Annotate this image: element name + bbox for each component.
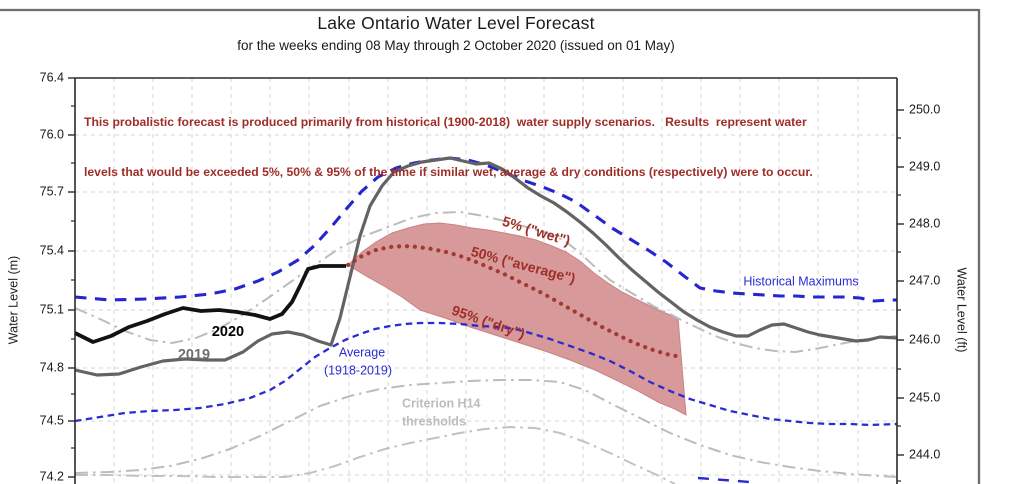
page-subtitle: for the weeks ending 08 May through 2 Oc… — [237, 38, 675, 53]
disclaimer-line-1: This probalistic forecast is produced pr… — [84, 115, 807, 129]
forecast-disclaimer: This probalistic forecast is produced pr… — [84, 81, 899, 213]
disclaimer-line-2: levels that would be exceeded 5%, 50% & … — [84, 164, 813, 179]
label-average-line2: (1918-2019) — [324, 363, 392, 377]
left-axis-tick-label: 75.4 — [40, 243, 64, 257]
label-average-line1: Average — [339, 345, 385, 359]
right-axis-tick-label: 247.0 — [909, 273, 940, 287]
left-axis-tick-label: 75.1 — [40, 302, 64, 316]
average-1918-2019-line — [74, 321, 898, 427]
right-axis-tick-label: 248.0 — [909, 216, 940, 230]
label-criterion-line1: Criterion H14 — [402, 396, 481, 410]
page-title: Lake Ontario Water Level Forecast — [317, 13, 595, 33]
left-axis-tick-label: 74.2 — [40, 469, 64, 483]
right-axis-tick-label: 244.0 — [909, 447, 940, 461]
right-axis-tick-label: 245.0 — [909, 390, 940, 404]
criterion-h14-upper-line — [74, 211, 898, 353]
right-axis-title: Water Level (ft) — [955, 268, 969, 353]
left-axis-title: Water Level (m) — [6, 256, 20, 344]
left-axis-tick-label: 75.7 — [40, 184, 64, 198]
criterion-h14-lower2-line — [75, 426, 676, 484]
right-axis-tick-label: 250.0 — [909, 102, 940, 116]
left-axis-tick-label: 74.5 — [40, 413, 64, 427]
criterion-h14-lower-line — [74, 379, 898, 478]
left-axis-tick-label: 76.4 — [40, 70, 64, 84]
right-axis-tick-label: 249.0 — [909, 159, 940, 173]
bottom-blue-dash-fragment — [697, 476, 751, 484]
right-axis-tick-label: 246.0 — [909, 332, 940, 346]
left-axis-tick-label: 74.8 — [40, 360, 64, 374]
label-historical-maximums: Historical Maximums — [743, 274, 858, 288]
left-axis-tick-label: 76.0 — [40, 127, 64, 141]
year-2019-line — [74, 156, 898, 377]
label-year-2019: 2019 — [178, 347, 210, 363]
year-2020-line — [74, 264, 346, 344]
label-criterion-line2: thresholds — [402, 414, 466, 428]
forecast-band — [347, 222, 687, 416]
label-year-2020: 2020 — [212, 324, 244, 340]
